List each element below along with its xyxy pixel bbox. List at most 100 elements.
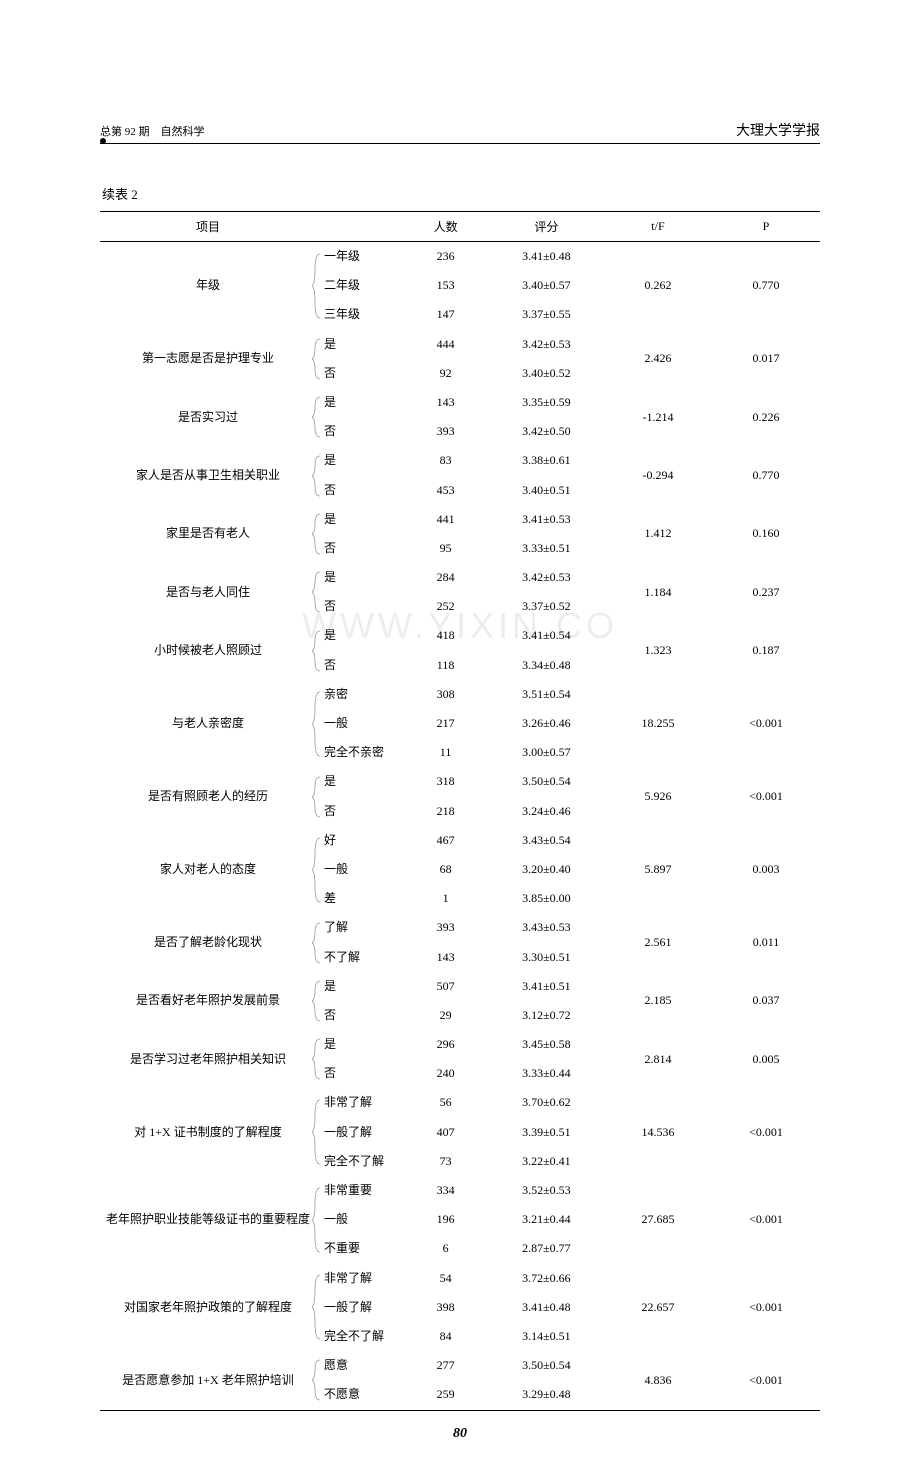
table-row: 与老人亲密度亲密3083.51±0.5418.255<0.001 <box>100 680 820 709</box>
count-value: 84 <box>402 1322 488 1351</box>
score-value: 3.50±0.54 <box>489 767 604 796</box>
option-label: 不了解 <box>316 943 402 972</box>
table-row: 家人是否从事卫生相关职业是833.38±0.61-0.2940.770 <box>100 446 820 475</box>
count-value: 467 <box>402 826 488 855</box>
item-cell: 对 1+X 证书制度的了解程度 <box>100 1088 316 1176</box>
table-row: 是否有照顾老人的经历是3183.50±0.545.926<0.001 <box>100 767 820 796</box>
count-value: 418 <box>402 621 488 650</box>
item-label: 对 1+X 证书制度的了解程度 <box>134 1125 281 1139</box>
option-label: 亲密 <box>316 680 402 709</box>
option-label: 非常了解 <box>316 1264 402 1293</box>
option-label: 是 <box>316 972 402 1001</box>
item-cell: 与老人亲密度 <box>100 680 316 768</box>
count-value: 1 <box>402 884 488 913</box>
bracket-icon <box>312 1274 322 1340</box>
bracket-icon <box>312 1099 322 1165</box>
item-label: 年级 <box>196 278 220 292</box>
count-value: 441 <box>402 505 488 534</box>
option-label: 完全不亲密 <box>316 738 402 767</box>
table-row: 是否看好老年照护发展前景是5073.41±0.512.1850.037 <box>100 972 820 1001</box>
item-cell: 年级 <box>100 242 316 330</box>
th-option <box>316 212 402 242</box>
bracket-icon <box>312 1038 322 1080</box>
tf-value: 14.536 <box>604 1088 712 1176</box>
count-value: 143 <box>402 943 488 972</box>
count-value: 507 <box>402 972 488 1001</box>
table-row: 老年照护职业技能等级证书的重要程度非常重要3343.52±0.5327.685<… <box>100 1176 820 1205</box>
header-right-text: 大理大学学报 <box>736 120 820 140</box>
option-label: 完全不了解 <box>316 1147 402 1176</box>
item-cell: 是否有照顾老人的经历 <box>100 767 316 825</box>
tf-value: 1.412 <box>604 505 712 563</box>
option-label: 否 <box>316 359 402 388</box>
option-label: 二年级 <box>316 271 402 300</box>
table-header-row: 项目 人数 评分 t/F P <box>100 212 820 242</box>
table-row: 家里是否有老人是4413.41±0.531.4120.160 <box>100 505 820 534</box>
item-cell: 是否学习过老年照护相关知识 <box>100 1030 316 1088</box>
option-label: 否 <box>316 592 402 621</box>
p-value: <0.001 <box>712 767 820 825</box>
tf-value: 1.184 <box>604 563 712 621</box>
option-label: 是 <box>316 388 402 417</box>
p-value: <0.001 <box>712 1176 820 1264</box>
score-value: 3.42±0.50 <box>489 417 604 446</box>
tf-value: 4.836 <box>604 1351 712 1410</box>
item-label: 是否实习过 <box>178 410 238 424</box>
count-value: 308 <box>402 680 488 709</box>
option-label: 是 <box>316 563 402 592</box>
count-value: 334 <box>402 1176 488 1205</box>
th-score: 评分 <box>489 212 604 242</box>
option-label: 否 <box>316 417 402 446</box>
item-label: 家人对老人的态度 <box>160 862 256 876</box>
score-value: 3.41±0.53 <box>489 505 604 534</box>
p-value: 0.017 <box>712 330 820 388</box>
score-value: 3.33±0.44 <box>489 1059 604 1088</box>
option-label: 否 <box>316 651 402 680</box>
score-value: 3.42±0.53 <box>489 330 604 359</box>
score-value: 3.41±0.48 <box>489 242 604 272</box>
score-value: 3.38±0.61 <box>489 446 604 475</box>
item-label: 是否学习过老年照护相关知识 <box>130 1052 286 1066</box>
tf-value: 5.926 <box>604 767 712 825</box>
bracket-icon <box>312 980 322 1022</box>
table-row: 是否了解老龄化现状了解3933.43±0.532.5610.011 <box>100 913 820 942</box>
item-cell: 是否看好老年照护发展前景 <box>100 972 316 1030</box>
option-label: 是 <box>316 767 402 796</box>
item-cell: 老年照护职业技能等级证书的重要程度 <box>100 1176 316 1264</box>
count-value: 143 <box>402 388 488 417</box>
count-value: 95 <box>402 534 488 563</box>
count-value: 196 <box>402 1205 488 1234</box>
count-value: 29 <box>402 1001 488 1030</box>
option-label: 一般 <box>316 1205 402 1234</box>
item-cell: 第一志愿是否是护理专业 <box>100 330 316 388</box>
score-value: 3.85±0.00 <box>489 884 604 913</box>
item-cell: 是否实习过 <box>100 388 316 446</box>
th-count: 人数 <box>402 212 488 242</box>
p-value: 0.237 <box>712 563 820 621</box>
option-label: 是 <box>316 621 402 650</box>
score-value: 3.21±0.44 <box>489 1205 604 1234</box>
bracket-icon <box>312 630 322 672</box>
option-label: 一般 <box>316 709 402 738</box>
count-value: 147 <box>402 300 488 329</box>
score-value: 3.45±0.58 <box>489 1030 604 1059</box>
count-value: 83 <box>402 446 488 475</box>
bracket-icon <box>312 396 322 438</box>
count-value: 398 <box>402 1293 488 1322</box>
option-label: 一般了解 <box>316 1118 402 1147</box>
tf-value: -1.214 <box>604 388 712 446</box>
p-value: 0.770 <box>712 242 820 330</box>
option-label: 不愿意 <box>316 1380 402 1410</box>
item-label: 是否了解老龄化现状 <box>154 935 262 949</box>
option-label: 愿意 <box>316 1351 402 1380</box>
score-value: 3.14±0.51 <box>489 1322 604 1351</box>
score-value: 3.29±0.48 <box>489 1380 604 1410</box>
count-value: 92 <box>402 359 488 388</box>
p-value: <0.001 <box>712 680 820 768</box>
score-value: 3.40±0.57 <box>489 271 604 300</box>
count-value: 6 <box>402 1234 488 1263</box>
score-value: 2.87±0.77 <box>489 1234 604 1263</box>
score-value: 3.40±0.52 <box>489 359 604 388</box>
table-row: 对国家老年照护政策的了解程度非常了解543.72±0.6622.657<0.00… <box>100 1264 820 1293</box>
score-value: 3.00±0.57 <box>489 738 604 767</box>
